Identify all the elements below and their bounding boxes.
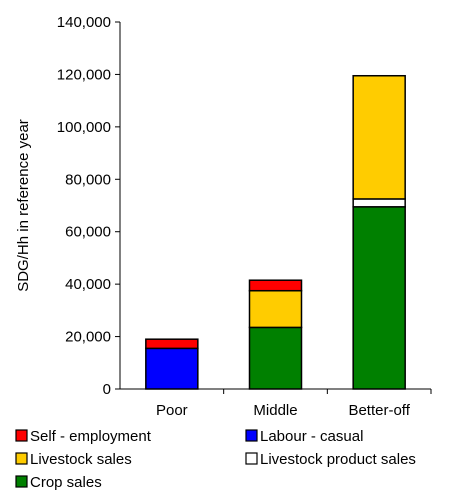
legend-swatch — [245, 452, 258, 465]
x-tick-label: Better-off — [348, 402, 410, 419]
legend-label: Livestock product sales — [260, 451, 416, 468]
y-tick-label: 0 — [103, 381, 111, 398]
bar-segment-crop-sales — [248, 326, 303, 390]
y-tick-label: 120,000 — [57, 66, 111, 83]
legend-swatch — [15, 452, 28, 465]
y-axis-title: SDG/Hh in reference year — [15, 119, 32, 292]
bar-segment-livestock-sales — [352, 74, 406, 200]
legend-swatch — [15, 475, 28, 488]
x-tick-label: Middle — [253, 402, 297, 419]
legend-label: Crop sales — [30, 474, 102, 491]
legend-swatch — [15, 429, 28, 442]
legend: Self - employment Labour - casual Livestoc… — [15, 428, 416, 491]
x-axis-labels: Poor Middle Better-off — [156, 389, 432, 419]
bar-segment-labour-casual — [145, 347, 199, 390]
legend-swatch — [245, 429, 258, 442]
bar-segment-self-employment — [145, 338, 199, 350]
bar-segment-livestock-sales — [248, 289, 303, 329]
bar-segment-livestock-product-sales — [352, 198, 406, 208]
y-axis-ticks: 0 20,000 40,000 60,000 80,000 100,000 120,000 1… — [57, 14, 120, 398]
x-tick-label: Poor — [156, 402, 188, 419]
y-tick-label: 20,000 — [65, 329, 111, 346]
y-tick-label: 40,000 — [65, 276, 111, 293]
legend-label: Labour - casual — [260, 428, 363, 445]
bar-segment-self-employment — [248, 279, 303, 292]
y-tick-label: 100,000 — [57, 119, 111, 136]
y-tick-label: 140,000 — [57, 14, 111, 31]
y-tick-label: 60,000 — [65, 224, 111, 241]
y-tick-label: 80,000 — [65, 171, 111, 188]
legend-label: Self - employment — [30, 428, 152, 445]
bar-segment-crop-sales — [352, 206, 406, 390]
legend-label: Livestock sales — [30, 451, 132, 468]
bars — [145, 74, 406, 390]
